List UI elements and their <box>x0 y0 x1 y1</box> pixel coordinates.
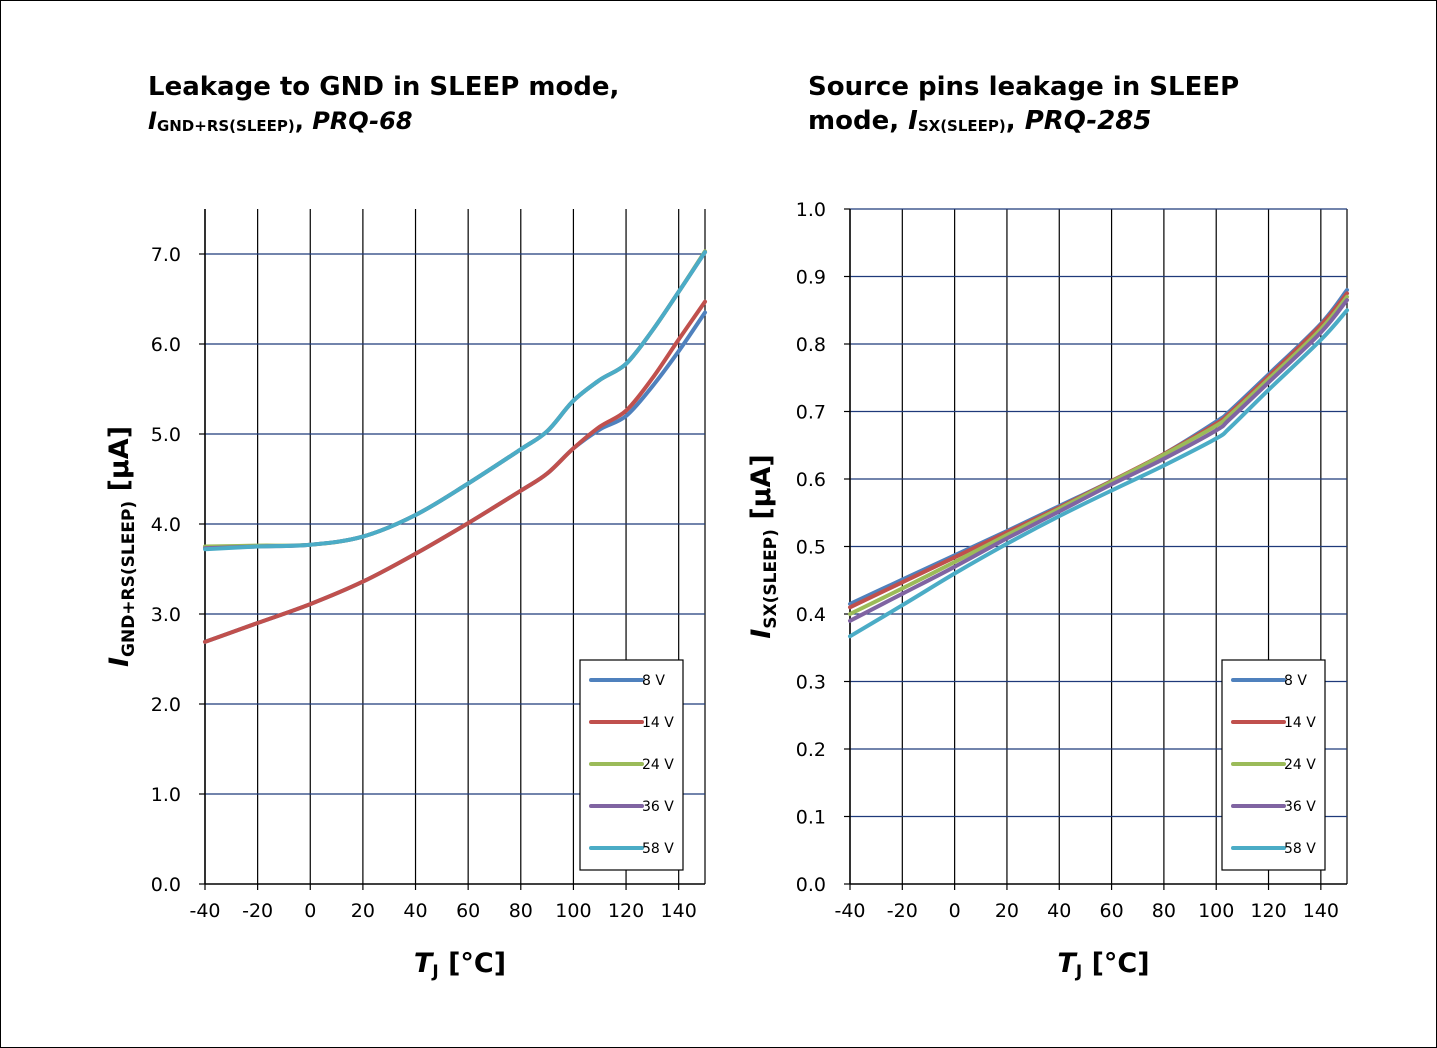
y-tick-label: 3.0 <box>151 604 181 626</box>
title-symbol: I <box>908 106 918 136</box>
title-subscript: GND+RS(SLEEP) <box>156 117 295 135</box>
title-subscript: SX(SLEEP) <box>917 117 1006 135</box>
series-line <box>203 250 707 552</box>
x-tick-label: -20 <box>887 900 918 922</box>
x-tick-label: 60 <box>456 900 480 922</box>
y-tick-label: 0.7 <box>796 402 826 424</box>
series-line <box>203 299 707 644</box>
chart-right: -40 -20 0 20 40 60 80 100 120 140 0.0 0.1 0.2 0.3 0.4 0… <box>746 199 1349 982</box>
y-tick-label: 0.4 <box>796 604 826 626</box>
chart-left: -40 -20 0 20 40 60 80 100 120 140 0.0 1.0 2.0 3.0 4.0 5… <box>104 209 707 982</box>
x-tick-label: 80 <box>509 900 533 922</box>
legend-label: 8 V <box>1284 673 1307 689</box>
x-tick-label: 60 <box>1099 900 1123 922</box>
title-prefix: mode, <box>808 106 909 136</box>
y-tick-label: 1.0 <box>796 199 826 221</box>
title-separator: , <box>1005 106 1025 136</box>
legend-label: 14 V <box>642 715 674 731</box>
x-tick-label: 80 <box>1152 900 1176 922</box>
chart-title-right-line1: Source pins leakage in SLEEP <box>808 72 1240 102</box>
y-tick-label: 4.0 <box>151 514 181 536</box>
x-tick-label: 20 <box>351 900 375 922</box>
x-tick-label: 120 <box>1250 900 1286 922</box>
x-tick-label: 20 <box>995 900 1019 922</box>
y-axis-label: IGND+RS(SLEEP) [µA] <box>104 426 139 667</box>
legend-label: 8 V <box>642 673 665 689</box>
x-tick-label: 0 <box>304 900 316 922</box>
series-line <box>848 294 1349 616</box>
x-tick-label: 120 <box>608 900 644 922</box>
chart-title-left-line1: Leakage to GND in SLEEP mode, <box>148 72 620 102</box>
y-tick-label: 0.0 <box>151 874 181 896</box>
legend-label: 36 V <box>642 799 674 815</box>
y-tick-label: 1.0 <box>151 784 181 806</box>
legend-label: 58 V <box>1284 841 1316 857</box>
x-axis-label: TJ [°C] <box>1057 948 1149 982</box>
legend-label: 24 V <box>642 757 674 773</box>
x-tick-label: 100 <box>555 900 591 922</box>
x-tick-label: 140 <box>1303 900 1339 922</box>
y-tick-label: 0.8 <box>796 334 826 356</box>
y-tick-label: 0.1 <box>796 807 826 829</box>
x-tick-label: 0 <box>949 900 961 922</box>
chart-title-right-line2: mode, ISX(SLEEP), PRQ-285 <box>808 104 1239 143</box>
x-tick-label: -20 <box>242 900 273 922</box>
y-tick-label: 0.2 <box>796 739 826 761</box>
series-line <box>848 291 1349 610</box>
y-tick-label: 2.0 <box>151 694 181 716</box>
y-tick-label: 0.3 <box>796 672 826 694</box>
legend-label: 58 V <box>642 841 674 857</box>
y-tick-label: 5.0 <box>151 424 181 446</box>
series-line <box>203 249 707 549</box>
y-tick-label: 0.9 <box>796 267 826 289</box>
series-line <box>848 308 1349 639</box>
chart-title-right: Source pins leakage in SLEEP mode, ISX(S… <box>808 70 1239 143</box>
x-axis-label: TJ [°C] <box>414 948 506 982</box>
y-tick-label: 7.0 <box>151 244 181 266</box>
series-line <box>848 288 1349 606</box>
title-reference: PRQ-68 <box>312 107 413 135</box>
legend-label: 36 V <box>1284 799 1316 815</box>
title-reference: PRQ-285 <box>1024 106 1152 136</box>
y-tick-label: 0.5 <box>796 537 826 559</box>
chart-title-left-line2: IGND+RS(SLEEP), PRQ-68 <box>148 104 619 143</box>
series-line <box>848 298 1349 623</box>
legend-label: 24 V <box>1284 757 1316 773</box>
x-tick-label: 100 <box>1198 900 1234 922</box>
y-tick-label: 0.6 <box>796 469 826 491</box>
x-tick-label: 140 <box>661 900 697 922</box>
series-line <box>203 250 707 551</box>
y-tick-label: 0.0 <box>796 874 826 896</box>
title-separator: , <box>294 107 313 135</box>
x-tick-label: 40 <box>1047 900 1071 922</box>
chart-title-left: Leakage to GND in SLEEP mode, IGND+RS(SL… <box>148 70 619 143</box>
x-tick-label: -40 <box>189 900 220 922</box>
x-tick-label: 40 <box>403 900 427 922</box>
x-tick-label: -40 <box>834 900 865 922</box>
title-symbol: I <box>148 107 157 135</box>
y-axis-label: ISX(SLEEP) [µA] <box>746 454 781 639</box>
y-tick-label: 6.0 <box>151 334 181 356</box>
legend-label: 14 V <box>1284 715 1316 731</box>
